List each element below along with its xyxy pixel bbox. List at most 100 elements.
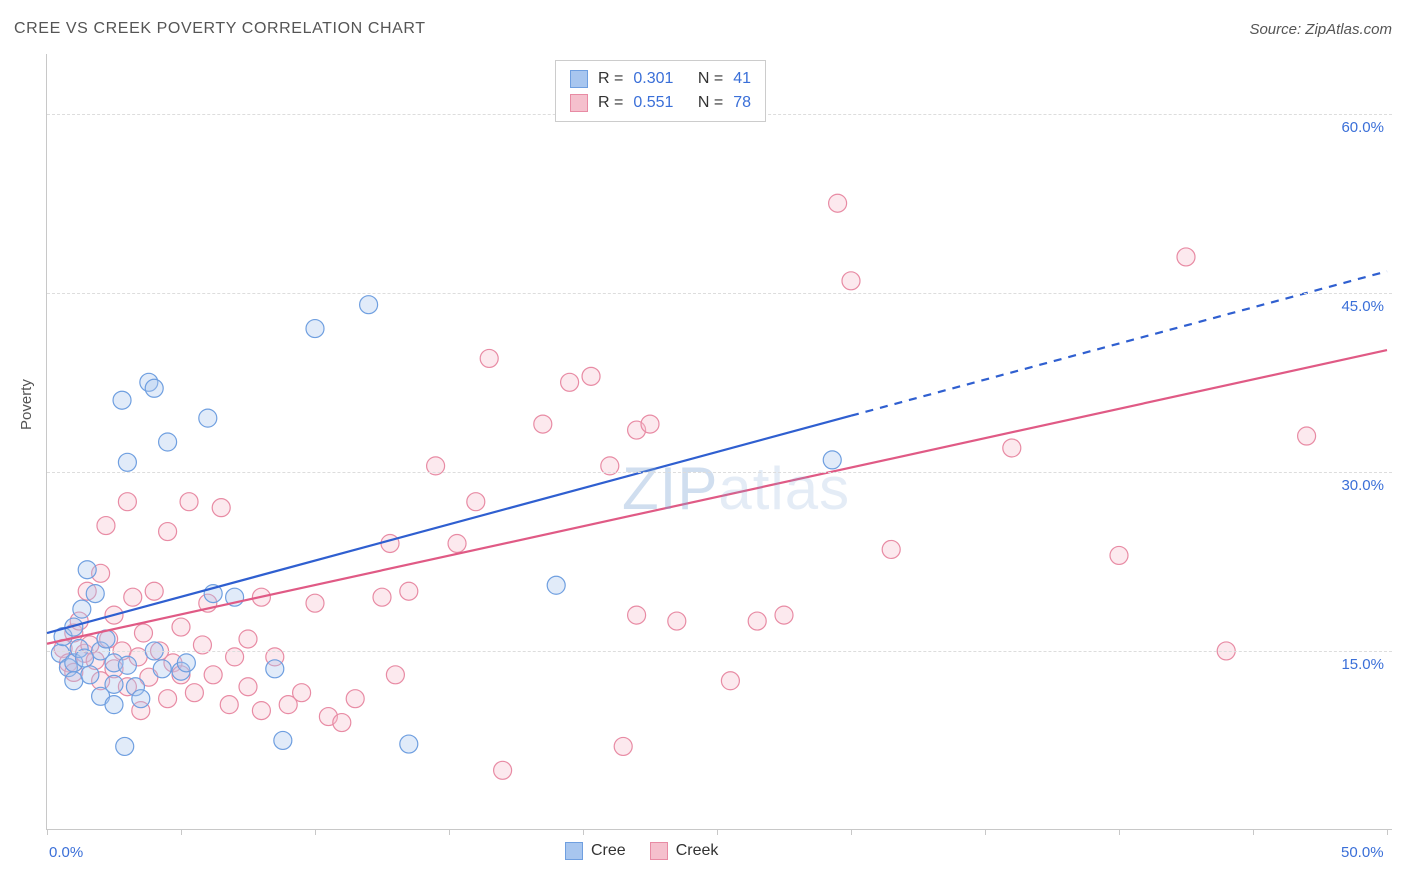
data-point	[185, 684, 203, 702]
gridline	[47, 293, 1392, 294]
data-point	[145, 379, 163, 397]
data-point	[400, 735, 418, 753]
data-point	[220, 696, 238, 714]
x-tick	[1387, 829, 1388, 835]
data-point	[172, 618, 190, 636]
data-point	[668, 612, 686, 630]
data-point	[199, 409, 217, 427]
data-point	[266, 660, 284, 678]
legend-label-cree: Cree	[591, 842, 626, 860]
data-point	[721, 672, 739, 690]
chart-plot-area: ZIPatlas 15.0%30.0%45.0%60.0%0.0%50.0%	[46, 54, 1392, 830]
y-tick-label: 60.0%	[1341, 119, 1384, 136]
x-tick	[985, 829, 986, 835]
n-value-cree: 41	[733, 67, 751, 91]
data-point	[628, 606, 646, 624]
r-label: R =	[598, 67, 623, 91]
data-point	[145, 582, 163, 600]
data-point	[81, 666, 99, 684]
data-point	[113, 391, 131, 409]
trend-line	[47, 350, 1387, 644]
data-point	[775, 606, 793, 624]
data-point	[134, 624, 152, 642]
data-point	[274, 731, 292, 749]
x-tick	[181, 829, 182, 835]
data-point	[1298, 427, 1316, 445]
x-tick	[717, 829, 718, 835]
data-point	[153, 660, 171, 678]
x-tick	[851, 829, 852, 835]
data-point	[180, 493, 198, 511]
chart-source: Source: ZipAtlas.com	[1249, 21, 1392, 38]
chart-header: CREE VS CREEK POVERTY CORRELATION CHART …	[14, 20, 1392, 38]
scatter-svg	[47, 54, 1392, 829]
legend-stats-box: R = 0.301 N = 41 R = 0.551 N = 78	[555, 60, 766, 122]
data-point	[333, 714, 351, 732]
x-tick	[449, 829, 450, 835]
data-point	[306, 594, 324, 612]
swatch-creek-icon	[570, 94, 588, 112]
x-tick-label: 50.0%	[1341, 844, 1384, 861]
data-point	[480, 349, 498, 367]
data-point	[105, 675, 123, 693]
data-point	[116, 737, 134, 755]
data-point	[118, 493, 136, 511]
data-point	[829, 194, 847, 212]
data-point	[118, 453, 136, 471]
data-point	[842, 272, 860, 290]
swatch-cree-icon	[565, 842, 583, 860]
data-point	[494, 761, 512, 779]
y-tick-label: 15.0%	[1341, 656, 1384, 673]
r-value-creek: 0.551	[633, 91, 673, 115]
data-point	[252, 702, 270, 720]
swatch-creek-icon	[650, 842, 668, 860]
data-point	[124, 588, 142, 606]
data-point	[614, 737, 632, 755]
data-point	[582, 367, 600, 385]
x-tick	[583, 829, 584, 835]
data-point	[97, 517, 115, 535]
data-point	[400, 582, 418, 600]
data-point	[73, 600, 91, 618]
swatch-cree-icon	[570, 70, 588, 88]
data-point	[547, 576, 565, 594]
legend-label-creek: Creek	[676, 842, 719, 860]
data-point	[239, 678, 257, 696]
data-point	[159, 523, 177, 541]
data-point	[748, 612, 766, 630]
legend-item-cree: Cree	[565, 842, 626, 860]
data-point	[882, 540, 900, 558]
data-point	[1003, 439, 1021, 457]
data-point	[360, 296, 378, 314]
data-point	[78, 561, 96, 579]
data-point	[561, 373, 579, 391]
x-tick	[315, 829, 316, 835]
data-point	[346, 690, 364, 708]
data-point	[467, 493, 485, 511]
data-point	[823, 451, 841, 469]
data-point	[204, 666, 222, 684]
legend-stats-cree: R = 0.301 N = 41	[570, 67, 751, 91]
x-tick	[47, 829, 48, 835]
data-point	[641, 415, 659, 433]
n-value-creek: 78	[733, 91, 751, 115]
data-point	[159, 690, 177, 708]
data-point	[132, 690, 150, 708]
data-point	[306, 320, 324, 338]
data-point	[118, 656, 136, 674]
data-point	[105, 696, 123, 714]
data-point	[381, 534, 399, 552]
data-point	[159, 433, 177, 451]
data-point	[386, 666, 404, 684]
data-point	[212, 499, 230, 517]
data-point	[239, 630, 257, 648]
legend-stats-creek: R = 0.551 N = 78	[570, 91, 751, 115]
data-point	[293, 684, 311, 702]
n-label: N =	[698, 67, 723, 91]
x-tick-label: 0.0%	[49, 844, 83, 861]
data-point	[448, 534, 466, 552]
data-point	[373, 588, 391, 606]
data-point	[65, 672, 83, 690]
n-label: N =	[698, 91, 723, 115]
data-point	[1110, 546, 1128, 564]
